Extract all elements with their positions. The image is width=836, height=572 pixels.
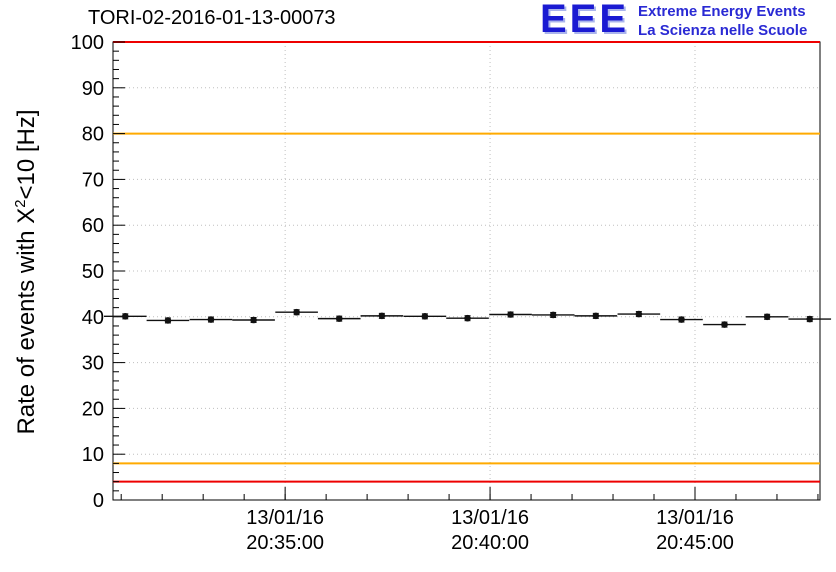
x-tick-labels: 13/01/16 20:35:00 13/01/16 20:40:00 13/01/16…	[246, 507, 734, 554]
y-tick-label: 40	[82, 307, 104, 329]
y-tick-labels: 0 10 20 30 40 50 60 70 80 90 100	[71, 32, 104, 512]
data-point	[806, 315, 814, 323]
data-point	[421, 313, 429, 320]
x-tick-time-label: 20:45:00	[656, 532, 734, 554]
data-series	[103, 308, 832, 328]
y-tick-label: 100	[71, 32, 104, 54]
y-tick-label: 0	[93, 490, 104, 512]
y-tick-label: 30	[82, 353, 104, 375]
data-point	[121, 313, 129, 320]
data-point	[250, 316, 257, 324]
x-tick-time-label: 20:40:00	[451, 532, 529, 554]
y-tick-label: 10	[82, 444, 104, 466]
data-point	[635, 310, 643, 318]
data-point	[164, 317, 172, 324]
y-tick-label: 80	[82, 124, 104, 146]
data-point	[678, 316, 685, 323]
y-tick-label: 70	[82, 169, 104, 191]
data-point	[464, 314, 471, 322]
data-point	[721, 321, 728, 328]
data-point	[592, 312, 600, 320]
y-tick-label: 50	[82, 261, 104, 283]
threshold-lines	[113, 41, 820, 483]
data-point	[378, 312, 386, 320]
eee-logo-text: Extreme Energy Events La Scienza nelle S…	[638, 3, 807, 41]
x-tick-date-label: 13/01/16	[656, 507, 734, 529]
y-tick-label: 20	[82, 398, 104, 420]
eee-logo-acronym: EEE	[540, 0, 630, 41]
data-point	[549, 311, 557, 319]
x-tick-time-label: 20:35:00	[246, 532, 324, 554]
data-point	[293, 308, 300, 316]
eee-logo-line2: La Scienza nelle Scuole	[638, 21, 808, 39]
x-tick-date-label: 13/01/16	[451, 507, 529, 529]
eee-logo: EEE Extreme Energy Events La Scienza nel…	[540, 0, 807, 41]
axis-ticks	[113, 41, 819, 501]
data-point	[207, 316, 215, 323]
data-point	[507, 311, 514, 318]
data-point	[763, 313, 771, 321]
y-tick-label: 60	[82, 215, 104, 237]
eee-logo-line1: Extreme Energy Events	[638, 3, 806, 20]
x-tick-date-label: 13/01/16	[246, 507, 324, 529]
plot-title: TORI-02-2016-01-13-00073	[88, 7, 336, 29]
grid-lines	[113, 42, 820, 500]
y-tick-label: 90	[82, 78, 104, 100]
data-point	[335, 315, 343, 322]
